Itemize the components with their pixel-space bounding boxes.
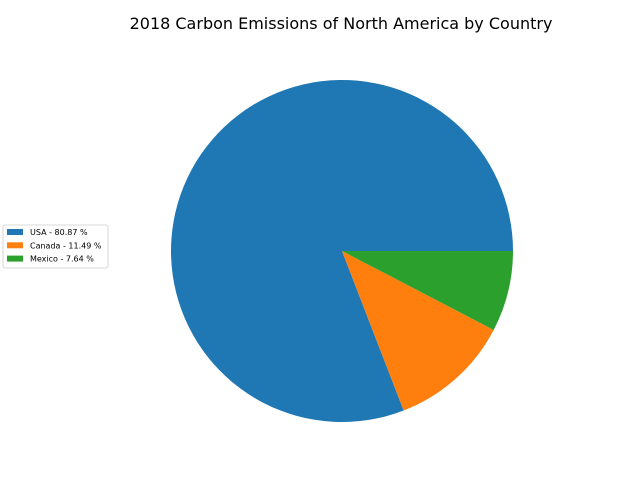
pie-slice-mexico (342, 251, 513, 330)
legend-label-canada: Canada - 11.49 % (30, 241, 102, 250)
legend-label-mexico: Mexico - 7.64 % (30, 255, 94, 264)
legend: USA - 80.87 % Canada - 11.49 % Mexico - 7.… (2, 224, 109, 269)
legend-frame (2, 224, 109, 269)
legend-swatch-usa (7, 229, 23, 235)
chart-title: 2018 Carbon Emissions of North America b… (130, 14, 553, 33)
pie-slice-usa (170, 80, 514, 423)
pie-slices (170, 80, 514, 423)
legend-swatch-canada (7, 242, 23, 249)
legend-swatch-mexico (7, 255, 23, 262)
legend-label-usa: USA - 80.87 % (30, 228, 88, 237)
pie-slice-canada (342, 251, 494, 411)
